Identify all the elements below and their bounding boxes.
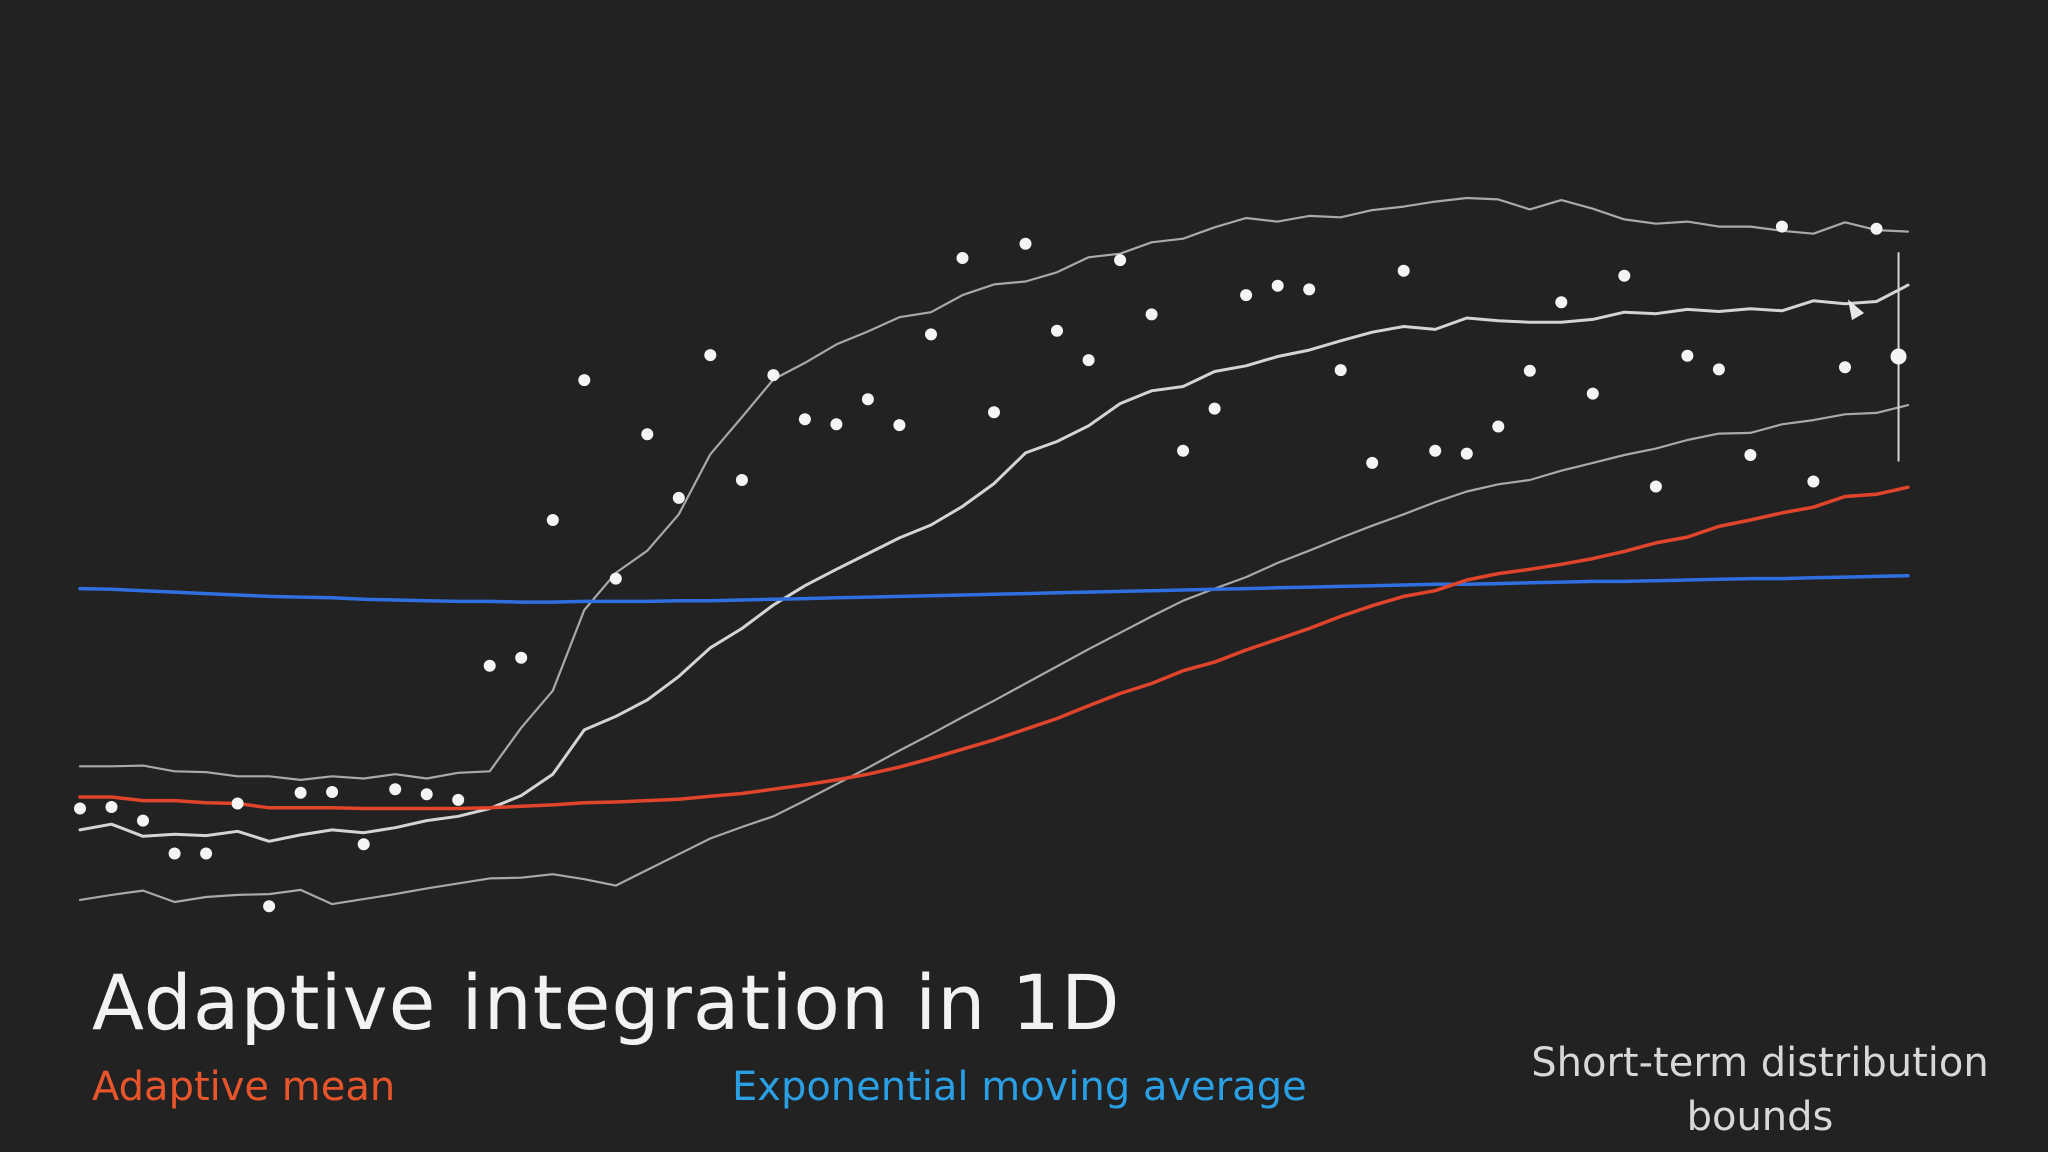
sample-point	[1082, 354, 1095, 367]
sample-point	[925, 328, 937, 341]
sample-point	[1145, 308, 1158, 321]
sample-point	[1397, 264, 1410, 277]
sample-point	[231, 797, 244, 810]
sample-point	[105, 801, 118, 813]
sample-point	[326, 786, 339, 798]
legend-exponential-moving-average: Exponential moving average	[732, 1064, 1307, 1110]
sample-points	[74, 220, 1883, 913]
sample-point	[1492, 420, 1505, 433]
sample-point	[956, 252, 969, 264]
sample-point	[861, 393, 874, 406]
series-line-lower-bound	[78, 404, 1910, 906]
sample-point	[1775, 220, 1788, 233]
current-sample-point	[1890, 348, 1907, 365]
sample-point	[704, 349, 717, 362]
series-line-upper-bound	[78, 196, 1910, 782]
sample-point	[1051, 324, 1063, 337]
sample-point	[1460, 447, 1473, 460]
sample-point	[452, 793, 465, 806]
series-line-adaptive-mean	[78, 485, 1910, 811]
sample-point	[1303, 283, 1316, 296]
sample-point	[1586, 387, 1599, 400]
sample-point	[263, 900, 276, 913]
sample-point	[767, 369, 780, 382]
legend-adaptive-mean: Adaptive mean	[92, 1064, 396, 1110]
sample-point	[1366, 456, 1379, 469]
sample-point	[1208, 402, 1221, 415]
sample-point	[515, 651, 528, 664]
sample-point	[893, 419, 906, 432]
sample-point	[1618, 269, 1631, 282]
sample-point	[1240, 289, 1253, 302]
sample-point	[1429, 444, 1442, 457]
sample-point	[1019, 237, 1032, 250]
sample-point	[357, 838, 370, 851]
sample-point	[1177, 444, 1190, 457]
sample-point	[1523, 364, 1536, 377]
sample-point	[389, 783, 402, 796]
page-title: Adaptive integration in 1D	[92, 958, 1121, 1047]
sample-point	[1114, 254, 1127, 267]
sample-point	[1839, 361, 1851, 374]
sample-point	[830, 418, 843, 431]
sample-point	[1555, 296, 1568, 309]
sample-point	[735, 474, 748, 486]
sample-point	[546, 514, 559, 526]
sample-point	[609, 572, 622, 585]
sample-point	[1271, 279, 1284, 292]
current-sample	[1890, 252, 1907, 462]
sample-point	[137, 814, 149, 827]
sample-point	[1681, 349, 1694, 362]
sample-point	[1649, 480, 1662, 493]
sample-point	[988, 406, 1000, 419]
sample-point	[483, 659, 496, 672]
sample-point	[1807, 475, 1820, 488]
sample-point	[168, 847, 181, 860]
sample-point	[1334, 364, 1347, 377]
sample-point	[1744, 449, 1757, 461]
sample-point	[1870, 222, 1883, 235]
sample-point	[578, 374, 591, 387]
sample-point	[672, 491, 685, 504]
sample-point	[420, 788, 433, 801]
sample-point	[641, 428, 654, 441]
series-lines	[78, 196, 1910, 906]
sample-point	[294, 786, 307, 799]
sample-point	[798, 413, 811, 426]
series-line-ema	[78, 573, 1910, 604]
series-line-median	[78, 283, 1910, 843]
sample-point	[74, 802, 86, 815]
sample-point	[200, 847, 213, 860]
legend-distribution-bounds: Short-term distribution bounds	[1531, 1040, 1989, 1140]
sample-point	[1712, 363, 1725, 376]
